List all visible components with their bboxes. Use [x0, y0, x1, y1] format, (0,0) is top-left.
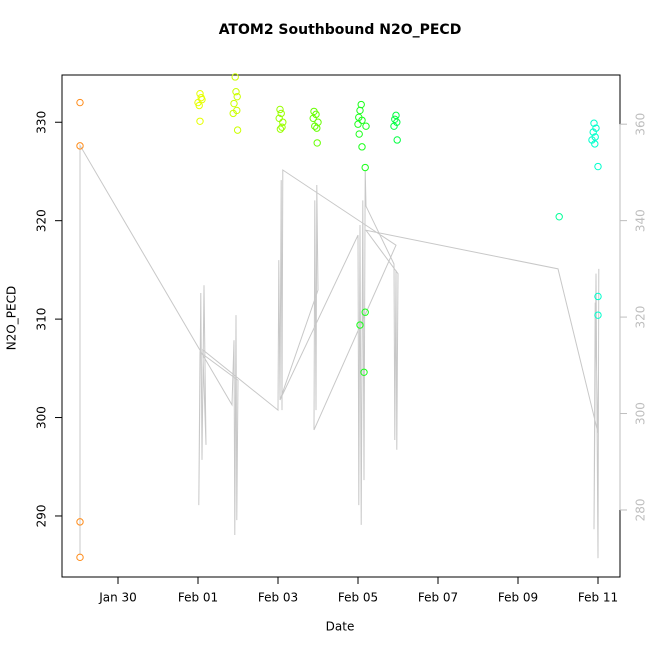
- point: [230, 99, 238, 108]
- y2-tick-label: 360: [634, 113, 648, 136]
- point: [362, 122, 370, 130]
- point: [309, 114, 317, 123]
- point: [196, 117, 204, 125]
- point: [594, 292, 602, 301]
- point: [361, 163, 369, 172]
- point: [356, 321, 364, 329]
- point: [555, 213, 563, 221]
- point: [229, 109, 237, 118]
- y-tick-label: 320: [35, 209, 49, 232]
- point: [76, 142, 84, 150]
- y2-tick-label: 300: [634, 402, 648, 425]
- point: [276, 105, 284, 114]
- y-tick-label: 290: [35, 505, 49, 528]
- point: [195, 101, 203, 110]
- x-tick-label: Feb 09: [498, 591, 538, 605]
- point: [393, 136, 401, 144]
- point: [76, 98, 84, 107]
- y-tick-label: 330: [35, 111, 49, 134]
- point: [233, 92, 241, 101]
- point: [231, 73, 239, 81]
- point: [594, 311, 602, 319]
- point: [76, 553, 84, 562]
- y2-tick-label: 340: [634, 209, 648, 232]
- point: [233, 126, 242, 134]
- point: [354, 120, 362, 128]
- point: [276, 125, 285, 133]
- x-tick-label: Feb 11: [578, 591, 618, 605]
- x-axis-label: Date: [326, 620, 355, 634]
- point: [358, 143, 366, 151]
- point: [390, 122, 398, 130]
- point: [311, 122, 319, 130]
- point: [232, 88, 240, 96]
- point: [594, 162, 602, 171]
- point: [76, 518, 84, 526]
- point: [313, 139, 321, 147]
- point: [356, 106, 364, 115]
- point: [360, 368, 368, 376]
- point: [590, 119, 598, 127]
- x-tick-label: Feb 01: [178, 591, 218, 605]
- y2-tick-label: 280: [634, 499, 648, 522]
- point: [277, 109, 285, 118]
- y-axis-label: N2O_PECD: [5, 286, 19, 351]
- x-tick-label: Feb 03: [258, 591, 298, 605]
- point: [358, 116, 366, 124]
- line: [79, 143, 600, 559]
- x-tick-label: Jan 30: [98, 591, 137, 605]
- x-tick-label: Feb 05: [338, 591, 378, 605]
- y2-tick-label: 320: [634, 306, 648, 329]
- x-tick-label: Feb 07: [418, 591, 458, 605]
- point: [355, 130, 363, 138]
- point: [589, 128, 597, 136]
- point: [313, 124, 321, 132]
- point: [591, 140, 599, 148]
- point: [361, 308, 369, 316]
- point: [392, 111, 400, 120]
- point: [278, 123, 286, 131]
- y-tick-label: 300: [35, 406, 49, 429]
- point: [198, 95, 206, 104]
- point: [279, 118, 287, 126]
- y-tick-label: 310: [35, 308, 49, 331]
- chart-title: ATOM2 Southbound N2O_PECD: [219, 22, 462, 38]
